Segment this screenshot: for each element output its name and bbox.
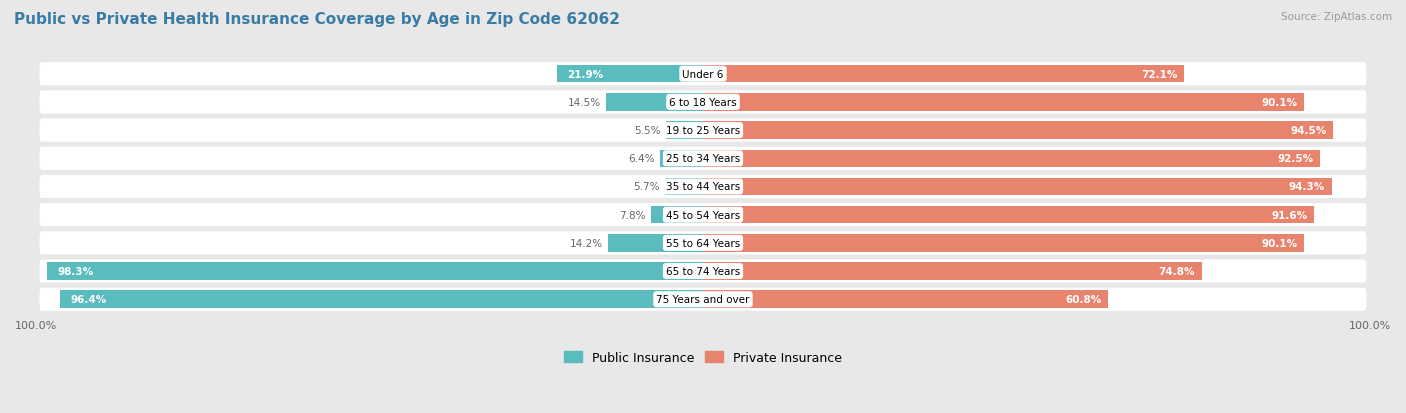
Text: 6 to 18 Years: 6 to 18 Years <box>669 98 737 108</box>
Text: Public vs Private Health Insurance Coverage by Age in Zip Code 62062: Public vs Private Health Insurance Cover… <box>14 12 620 27</box>
Bar <box>703 150 1320 168</box>
Text: Source: ZipAtlas.com: Source: ZipAtlas.com <box>1281 12 1392 22</box>
Bar <box>703 206 1313 224</box>
Text: 14.2%: 14.2% <box>569 238 603 248</box>
Text: 5.5%: 5.5% <box>634 126 661 136</box>
Text: 94.5%: 94.5% <box>1291 126 1326 136</box>
FancyBboxPatch shape <box>39 176 1367 199</box>
FancyBboxPatch shape <box>39 119 1367 142</box>
FancyBboxPatch shape <box>39 63 1367 86</box>
Bar <box>703 291 1108 308</box>
Text: Under 6: Under 6 <box>682 69 724 80</box>
Text: 45 to 54 Years: 45 to 54 Years <box>666 210 740 220</box>
FancyBboxPatch shape <box>39 288 1367 311</box>
Text: 19 to 25 Years: 19 to 25 Years <box>666 126 740 136</box>
Bar <box>665 178 703 196</box>
Bar <box>609 235 703 252</box>
Text: 21.9%: 21.9% <box>567 69 603 80</box>
Bar <box>557 66 703 83</box>
Bar <box>651 206 703 224</box>
Text: 25 to 34 Years: 25 to 34 Years <box>666 154 740 164</box>
Text: 74.8%: 74.8% <box>1159 266 1195 276</box>
Text: 91.6%: 91.6% <box>1271 210 1308 220</box>
FancyBboxPatch shape <box>39 204 1367 227</box>
Text: 55 to 64 Years: 55 to 64 Years <box>666 238 740 248</box>
Text: 96.4%: 96.4% <box>70 294 107 304</box>
Text: 98.3%: 98.3% <box>58 266 94 276</box>
Bar <box>703 263 1202 280</box>
FancyBboxPatch shape <box>39 147 1367 171</box>
FancyBboxPatch shape <box>39 260 1367 283</box>
FancyBboxPatch shape <box>39 232 1367 255</box>
Text: 65 to 74 Years: 65 to 74 Years <box>666 266 740 276</box>
FancyBboxPatch shape <box>39 91 1367 114</box>
Bar <box>703 122 1333 140</box>
Bar <box>606 94 703 112</box>
Bar <box>703 66 1184 83</box>
Text: 94.3%: 94.3% <box>1289 182 1326 192</box>
Legend: Public Insurance, Private Insurance: Public Insurance, Private Insurance <box>558 346 848 369</box>
Text: 90.1%: 90.1% <box>1261 238 1298 248</box>
Text: 72.1%: 72.1% <box>1140 69 1177 80</box>
Bar <box>703 235 1303 252</box>
Text: 6.4%: 6.4% <box>628 154 655 164</box>
Bar <box>661 150 703 168</box>
Bar <box>703 178 1331 196</box>
Text: 60.8%: 60.8% <box>1066 294 1102 304</box>
Text: 14.5%: 14.5% <box>568 98 600 108</box>
Bar <box>703 94 1303 112</box>
Bar <box>48 263 703 280</box>
Text: 75 Years and over: 75 Years and over <box>657 294 749 304</box>
Text: 90.1%: 90.1% <box>1261 98 1298 108</box>
Bar <box>666 122 703 140</box>
Text: 7.8%: 7.8% <box>619 210 645 220</box>
Text: 35 to 44 Years: 35 to 44 Years <box>666 182 740 192</box>
Text: 92.5%: 92.5% <box>1277 154 1313 164</box>
Bar <box>60 291 703 308</box>
Text: 5.7%: 5.7% <box>633 182 659 192</box>
